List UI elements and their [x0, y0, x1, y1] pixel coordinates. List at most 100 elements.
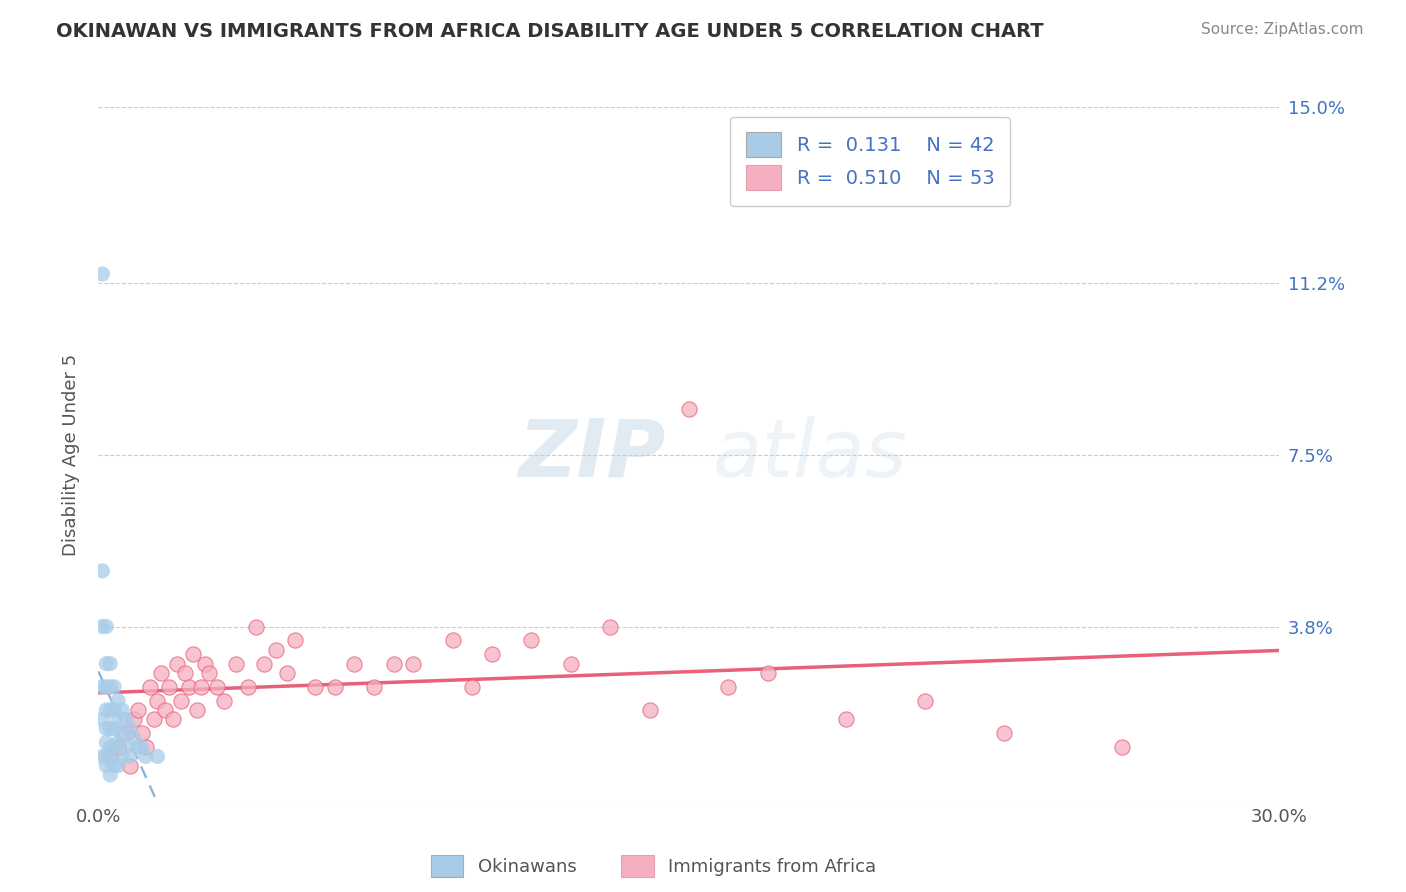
Point — [98, 749, 121, 764]
Point — [91, 619, 114, 633]
Point — [91, 564, 114, 578]
Point — [118, 758, 141, 772]
Point — [245, 619, 267, 633]
Point — [98, 754, 121, 768]
Point — [115, 726, 138, 740]
Point — [103, 680, 125, 694]
Point — [107, 758, 129, 772]
Point — [323, 680, 346, 694]
Point — [343, 657, 366, 671]
Y-axis label: Disability Age Under 5: Disability Age Under 5 — [62, 354, 80, 556]
Point — [146, 749, 169, 764]
Point — [205, 680, 228, 694]
Point — [150, 665, 173, 680]
Point — [174, 665, 197, 680]
Point — [103, 722, 125, 736]
Point — [461, 680, 484, 694]
Point — [98, 768, 121, 782]
Point — [96, 619, 118, 633]
Point — [186, 703, 208, 717]
Point — [382, 657, 405, 671]
Point — [914, 694, 936, 708]
Point — [107, 735, 129, 749]
Point — [107, 694, 129, 708]
Point — [107, 740, 129, 755]
Point — [177, 680, 200, 694]
Point — [835, 712, 858, 726]
Point — [214, 694, 236, 708]
Point — [1111, 740, 1133, 755]
Point — [98, 680, 121, 694]
Point — [520, 633, 543, 648]
Point — [756, 665, 779, 680]
Point — [264, 642, 287, 657]
Text: ZIP: ZIP — [517, 416, 665, 494]
Text: atlas: atlas — [713, 416, 907, 494]
Point — [91, 680, 114, 694]
Point — [122, 712, 145, 726]
Point — [166, 657, 188, 671]
Point — [98, 740, 121, 755]
Point — [135, 749, 157, 764]
Point — [98, 657, 121, 671]
Point — [138, 680, 160, 694]
Point — [638, 703, 661, 717]
Point — [197, 665, 219, 680]
Point — [157, 680, 180, 694]
Point — [142, 712, 165, 726]
Point — [96, 758, 118, 772]
Point — [560, 657, 582, 671]
Point — [599, 619, 621, 633]
Point — [135, 740, 157, 755]
Point — [103, 740, 125, 755]
Legend: Okinawans, Immigrants from Africa: Okinawans, Immigrants from Africa — [423, 847, 884, 884]
Point — [96, 657, 118, 671]
Point — [146, 694, 169, 708]
Point — [103, 758, 125, 772]
Point — [98, 703, 121, 717]
Point — [98, 722, 121, 736]
Point — [155, 703, 177, 717]
Point — [103, 703, 125, 717]
Point — [96, 703, 118, 717]
Point — [111, 749, 134, 764]
Point — [481, 648, 503, 662]
Point — [717, 680, 740, 694]
Point — [118, 749, 141, 764]
Point — [91, 749, 114, 764]
Point — [122, 731, 145, 745]
Point — [111, 726, 134, 740]
Text: Source: ZipAtlas.com: Source: ZipAtlas.com — [1201, 22, 1364, 37]
Point — [111, 703, 134, 717]
Point — [96, 749, 118, 764]
Point — [276, 665, 298, 680]
Point — [253, 657, 276, 671]
Point — [131, 726, 153, 740]
Point — [993, 726, 1015, 740]
Point — [284, 633, 307, 648]
Point — [194, 657, 217, 671]
Point — [96, 680, 118, 694]
Point — [127, 740, 149, 755]
Point — [127, 703, 149, 717]
Point — [96, 722, 118, 736]
Point — [304, 680, 326, 694]
Point — [131, 740, 153, 755]
Point — [118, 722, 141, 736]
Text: OKINAWAN VS IMMIGRANTS FROM AFRICA DISABILITY AGE UNDER 5 CORRELATION CHART: OKINAWAN VS IMMIGRANTS FROM AFRICA DISAB… — [56, 22, 1043, 41]
Point — [236, 680, 259, 694]
Point — [441, 633, 464, 648]
Point — [170, 694, 193, 708]
Point — [225, 657, 247, 671]
Point — [363, 680, 385, 694]
Point — [678, 401, 700, 416]
Point — [181, 648, 204, 662]
Point — [190, 680, 212, 694]
Point — [96, 735, 118, 749]
Point — [162, 712, 184, 726]
Point — [115, 740, 138, 755]
Point — [91, 267, 114, 281]
Point — [107, 712, 129, 726]
Point — [115, 712, 138, 726]
Point — [402, 657, 425, 671]
